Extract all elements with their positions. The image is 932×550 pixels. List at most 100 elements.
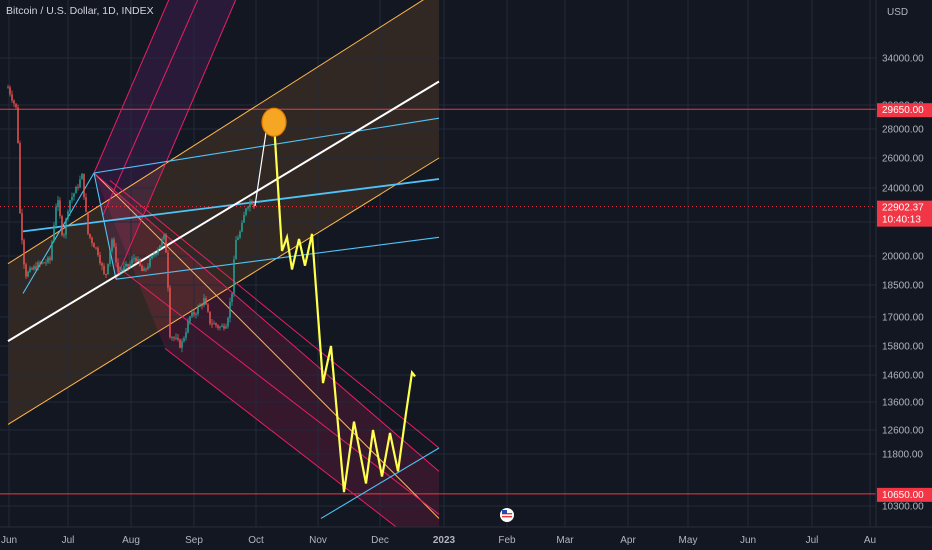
candle (137, 259, 139, 262)
candle (59, 200, 61, 217)
candle (55, 207, 57, 226)
white-trendline (7, 80, 440, 343)
blue-trendline (320, 447, 440, 519)
candle (227, 318, 229, 327)
candle (41, 262, 43, 264)
pink-channel-line (93, 0, 170, 174)
candle (119, 270, 121, 272)
candle (139, 259, 141, 266)
candle (115, 246, 117, 263)
time-tick-label: Apr (620, 535, 636, 546)
candle (87, 211, 89, 234)
candle (211, 323, 213, 325)
candle (95, 247, 97, 249)
current-price-label-text: 22902.37 (882, 203, 924, 214)
candle (235, 239, 237, 260)
time-axis-background (0, 527, 932, 550)
candle (185, 332, 187, 338)
candle (207, 304, 209, 312)
candle (175, 337, 177, 339)
candle (15, 103, 17, 108)
candle (171, 337, 173, 339)
candle (253, 204, 255, 208)
candle (9, 87, 11, 95)
candle (225, 326, 227, 329)
candle (187, 321, 189, 333)
candle (199, 304, 201, 307)
candle (231, 293, 233, 302)
candle (189, 316, 191, 322)
upper-level-price-label-badge (877, 103, 932, 118)
candle (13, 100, 15, 104)
price-tick-label: 14600.00 (882, 371, 924, 382)
candle (161, 239, 163, 246)
orange-trendline (7, 0, 424, 265)
time-tick-label: Mar (556, 535, 574, 546)
candle (179, 339, 181, 348)
candle (73, 193, 75, 197)
time-tick-label: Jul (806, 535, 819, 546)
candle (97, 248, 99, 256)
candle (75, 186, 77, 194)
candle (93, 243, 95, 248)
candle (109, 250, 111, 264)
candle (215, 323, 217, 326)
orange-trendline (93, 172, 440, 519)
candle (229, 301, 231, 319)
candle (167, 252, 169, 288)
candle (57, 200, 59, 208)
blue-trendline (93, 172, 117, 280)
candle (131, 259, 133, 264)
candle (219, 326, 221, 328)
candle (103, 265, 105, 274)
price-tick-label: 15800.00 (882, 342, 924, 353)
lower-level-price-label-badge (877, 487, 932, 502)
time-tick-label: 2023 (433, 535, 456, 546)
candle (25, 264, 27, 277)
pink-channel-line (115, 0, 237, 280)
pink-channel-line (109, 180, 440, 449)
candle (183, 337, 185, 342)
time-tick-label: Jul (62, 535, 75, 546)
price-tick-label: 17000.00 (882, 313, 924, 324)
candle (177, 337, 179, 340)
candle (49, 257, 51, 260)
candle (23, 240, 25, 265)
us-flag-canton (502, 510, 507, 514)
candle (239, 231, 241, 238)
candle (201, 304, 203, 306)
candle (81, 173, 83, 180)
candle (53, 225, 55, 242)
candle (129, 263, 131, 267)
price-tick-label: 18500.00 (882, 281, 924, 292)
candle (107, 263, 109, 275)
lower-channel-zone (94, 173, 439, 550)
price-tick-label: 13600.00 (882, 398, 924, 409)
candle (209, 311, 211, 324)
time-tick-label: Oct (248, 535, 264, 546)
candle (203, 298, 205, 306)
candle (193, 312, 195, 315)
time-tick-label: May (679, 535, 698, 546)
price-tick-label: 24000.00 (882, 184, 924, 195)
candle (121, 269, 123, 271)
price-tick-label: 10300.00 (882, 502, 924, 513)
time-tick-label: Nov (309, 535, 327, 546)
candle (47, 257, 49, 263)
candle (39, 262, 41, 264)
candle (21, 213, 23, 241)
price-tick-label: 26000.00 (882, 154, 924, 165)
price-tick-label: 11800.00 (882, 450, 923, 461)
candle (43, 262, 45, 264)
blue-trendline (22, 172, 95, 294)
candle (69, 200, 71, 212)
pink-channel-line (93, 172, 440, 472)
current-price-label-text: 10:40:13 (882, 215, 921, 226)
candle (247, 207, 249, 209)
candle (191, 312, 193, 317)
candle (151, 255, 153, 259)
candle (241, 222, 243, 232)
time-tick-label: Au (864, 535, 876, 546)
